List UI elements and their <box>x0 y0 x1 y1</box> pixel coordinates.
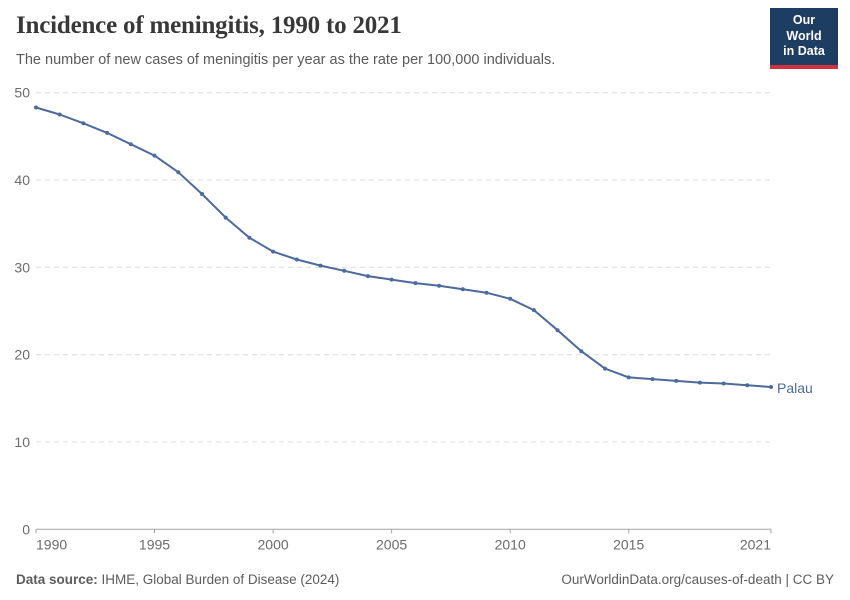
data-point-marker[interactable] <box>555 328 560 333</box>
data-point-marker[interactable] <box>626 375 631 380</box>
data-point-marker[interactable] <box>745 383 750 388</box>
y-axis-tick-label: 0 <box>22 521 30 537</box>
owid-logo-line1: Our World <box>786 13 822 43</box>
data-point-marker[interactable] <box>105 130 110 135</box>
data-point-marker[interactable] <box>413 281 418 286</box>
credit-link[interactable]: OurWorldinData.org/causes-of-death <box>561 572 782 587</box>
y-axis-tick-label: 50 <box>14 85 30 101</box>
data-source-value: IHME, Global Burden of Disease (2024) <box>97 572 340 587</box>
data-point-marker[interactable] <box>318 263 323 268</box>
data-point-marker[interactable] <box>460 287 465 292</box>
data-point-marker[interactable] <box>721 381 726 386</box>
data-point-marker[interactable] <box>531 308 536 313</box>
x-axis-tick-label: 2000 <box>258 536 289 552</box>
data-point-marker[interactable] <box>34 105 38 110</box>
x-axis-tick-label: 1990 <box>36 536 67 552</box>
data-point-marker[interactable] <box>769 385 773 389</box>
y-axis-tick-label: 40 <box>14 172 30 188</box>
owid-logo-line2: in Data <box>783 44 825 59</box>
data-point-marker[interactable] <box>294 257 299 262</box>
data-point-marker[interactable] <box>650 377 655 382</box>
x-axis-tick-label: 2015 <box>613 536 644 552</box>
credit-license: | CC BY <box>781 572 834 587</box>
chart-subtitle: The number of new cases of meningitis pe… <box>16 52 556 68</box>
x-axis-tick-label: 2005 <box>376 536 407 552</box>
data-point-marker[interactable] <box>603 366 607 371</box>
data-point-marker[interactable] <box>674 378 679 383</box>
data-point-marker[interactable] <box>508 296 513 301</box>
data-point-marker[interactable] <box>389 277 394 282</box>
data-point-marker[interactable] <box>200 192 204 196</box>
data-point-marker[interactable] <box>57 112 62 117</box>
data-point-marker[interactable] <box>342 268 347 273</box>
data-point-marker[interactable] <box>365 274 370 279</box>
data-source-note: Data source: IHME, Global Burden of Dise… <box>16 572 339 587</box>
x-axis-tick-label: 2021 <box>740 536 771 552</box>
data-point-marker[interactable] <box>128 142 133 147</box>
data-point-marker[interactable] <box>247 235 252 240</box>
data-point-marker[interactable] <box>579 349 584 354</box>
data-point-marker[interactable] <box>697 380 702 385</box>
series-end-label[interactable]: Palau <box>777 380 813 396</box>
data-point-marker[interactable] <box>223 215 228 220</box>
data-point-marker[interactable] <box>437 283 442 288</box>
x-axis-tick-label: 1995 <box>139 536 170 552</box>
data-point-marker[interactable] <box>484 290 489 295</box>
x-axis-tick-label: 2010 <box>495 536 526 552</box>
chart-footer: Data source: IHME, Global Burden of Dise… <box>16 572 834 587</box>
data-point-marker[interactable] <box>152 153 157 158</box>
page-title: Incidence of meningitis, 1990 to 2021 <box>16 12 402 39</box>
y-axis-tick-label: 30 <box>14 259 30 275</box>
data-point-marker[interactable] <box>81 121 86 126</box>
data-point-marker[interactable] <box>271 249 276 254</box>
trend-line[interactable] <box>35 106 772 388</box>
data-source-label: Data source: <box>16 572 98 587</box>
credit-note: OurWorldinData.org/causes-of-death | CC … <box>561 572 834 587</box>
y-axis-tick-label: 20 <box>14 347 30 363</box>
y-axis-tick-label: 10 <box>14 434 30 450</box>
owid-logo[interactable]: Our World in Data <box>770 8 838 69</box>
data-point-marker[interactable] <box>176 170 181 175</box>
